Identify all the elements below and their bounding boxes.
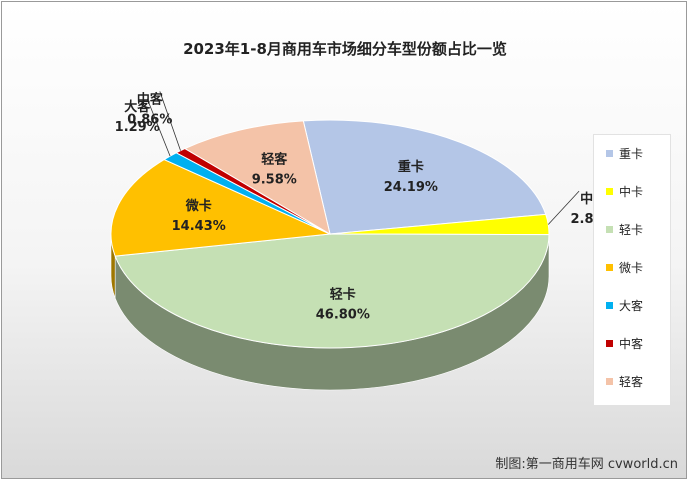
slice-category-label-3: 轻卡 bbox=[330, 286, 356, 302]
legend-swatch bbox=[606, 188, 613, 195]
slice-category-label-6: 中客 bbox=[137, 91, 164, 107]
slice-1 bbox=[303, 120, 545, 234]
legend-label: 中客 bbox=[619, 335, 643, 352]
legend-label: 轻卡 bbox=[619, 221, 643, 238]
legend-item-4: 微卡 bbox=[606, 259, 643, 275]
legend-swatch bbox=[606, 264, 613, 271]
legend-item-1: 重卡 bbox=[606, 145, 643, 161]
legend-label: 中卡 bbox=[619, 183, 643, 200]
legend: 重卡 中卡 轻卡 微卡 大客 中客 轻客 bbox=[593, 134, 671, 406]
legend-swatch bbox=[606, 226, 613, 233]
legend-item-7: 轻客 bbox=[606, 373, 643, 389]
legend-label: 重卡 bbox=[619, 145, 643, 162]
slice-value-label-7: 9.58% bbox=[252, 173, 297, 188]
slice-category-label-1: 重卡 bbox=[398, 159, 424, 175]
legend-item-3: 轻卡 bbox=[606, 221, 643, 237]
legend-swatch bbox=[606, 302, 613, 309]
legend-item-5: 大客 bbox=[606, 297, 643, 313]
legend-label: 微卡 bbox=[619, 259, 643, 276]
credit-text: 制图:第一商用车网 cvworld.cn bbox=[495, 453, 678, 472]
slice-value-label-4: 14.43% bbox=[172, 219, 226, 234]
legend-item-2: 中卡 bbox=[606, 183, 643, 199]
slice-category-label-7: 轻客 bbox=[261, 152, 288, 168]
legend-swatch bbox=[606, 378, 613, 385]
legend-label: 大客 bbox=[619, 297, 643, 314]
pie-3d: 重卡24.19%中卡2.85%轻卡46.80%微卡14.43%大客1.29%中客… bbox=[111, 91, 616, 390]
slice-value-label-3: 46.80% bbox=[316, 307, 370, 322]
chart-title: 2023年1-8月商用车市场细分车型份额占比一览 bbox=[183, 40, 507, 58]
legend-item-6: 中客 bbox=[606, 335, 643, 351]
legend-swatch bbox=[606, 150, 613, 157]
legend-label: 轻客 bbox=[619, 373, 643, 390]
slice-value-label-1: 24.19% bbox=[384, 180, 438, 195]
legend-swatch bbox=[606, 340, 613, 347]
slice-value-label-6: 0.86% bbox=[127, 112, 172, 127]
slice-category-label-4: 微卡 bbox=[185, 198, 212, 214]
